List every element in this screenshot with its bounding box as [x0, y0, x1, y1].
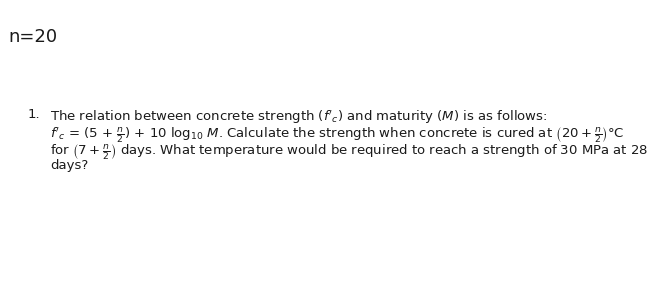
Text: The relation between concrete strength ($\it{f'_c}$) and maturity ($\it{M}$) is : The relation between concrete strength (… — [50, 108, 548, 126]
Text: $\it{f'_c}$ = (5 + $\frac{n}{2}$) + 10 log$_{10}$ $\it{M}$. Calculate the streng: $\it{f'_c}$ = (5 + $\frac{n}{2}$) + 10 l… — [50, 125, 625, 144]
Text: for $\left(7 + \frac{n}{2}\right)$ days. What temperature would be required to r: for $\left(7 + \frac{n}{2}\right)$ days.… — [50, 142, 648, 161]
Text: n=20: n=20 — [8, 28, 57, 46]
Text: days?: days? — [50, 159, 89, 172]
Text: 1.: 1. — [28, 108, 41, 121]
